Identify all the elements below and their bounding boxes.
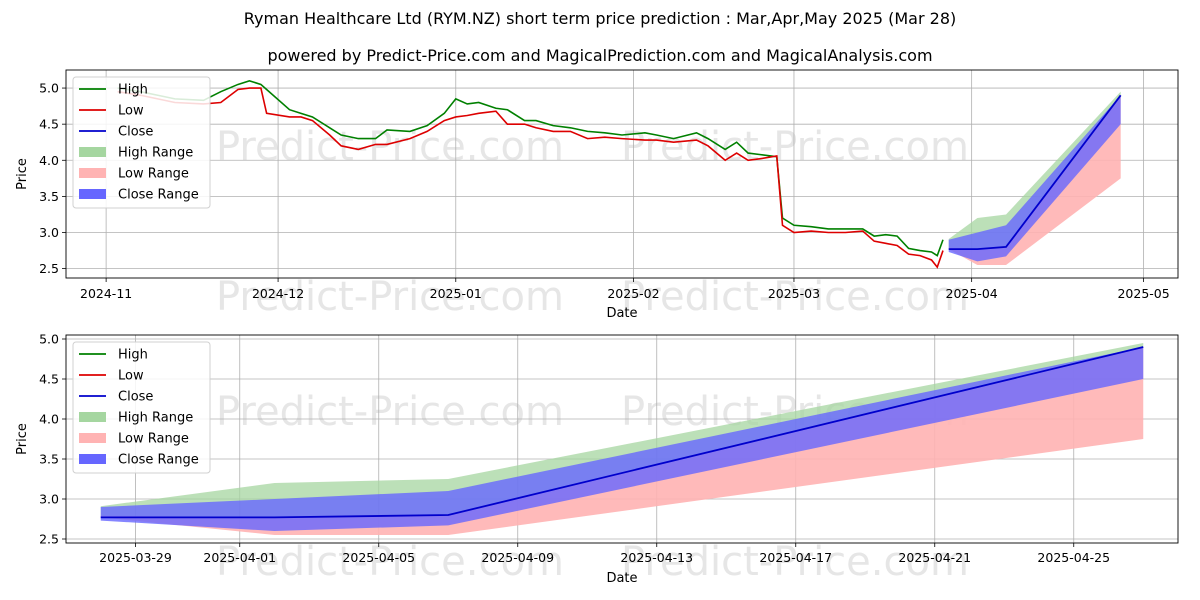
y-tick-label: 4.0 bbox=[39, 412, 59, 427]
legend-close-range-label: Close Range bbox=[118, 453, 199, 468]
y-tick-label: 2.5 bbox=[39, 532, 59, 547]
y-tick-label: 3.5 bbox=[39, 189, 59, 204]
close-range-band bbox=[948, 95, 1121, 262]
y-tick-label: 3.0 bbox=[39, 225, 59, 240]
legend-close-range-swatch bbox=[79, 454, 106, 464]
close-range-band bbox=[100, 347, 1144, 531]
y-axis-label: Price bbox=[15, 423, 30, 455]
low-range-band bbox=[948, 95, 1121, 266]
legend-close-range-swatch bbox=[79, 189, 106, 199]
legend-box bbox=[72, 341, 211, 474]
y-tick-label: 4.5 bbox=[39, 372, 59, 387]
legend: High Low Close High Range Low Range Close Ran… bbox=[72, 76, 211, 209]
watermark: Predict-Price.com bbox=[216, 539, 564, 585]
legend-low-label: Low bbox=[118, 369, 144, 384]
x-tick-label: 2025-04-25 bbox=[1037, 550, 1110, 565]
watermark: Predict-Price.com bbox=[216, 389, 564, 435]
x-tick-label: 2025-02 bbox=[607, 286, 659, 301]
close-series-line bbox=[100, 346, 1144, 519]
x-tick-label: 2025-04-09 bbox=[481, 550, 554, 565]
y-tick-label: 5.0 bbox=[39, 81, 59, 96]
legend-close-label: Close bbox=[118, 390, 153, 405]
watermark: Predict-Price.com bbox=[621, 274, 969, 320]
y-tick-label: 4.0 bbox=[39, 153, 59, 168]
x-tick-label: 2025-04-17 bbox=[759, 550, 832, 565]
y-tick-label: 2.5 bbox=[39, 261, 59, 276]
x-axis-label: Date bbox=[606, 306, 637, 321]
x-tick-label: 2025-04-13 bbox=[620, 550, 693, 565]
plot-frame bbox=[65, 69, 1179, 279]
x-tick-label: 2024-11 bbox=[80, 286, 132, 301]
legend-high-label: High bbox=[118, 348, 148, 363]
watermark: Predict-Price.com bbox=[216, 274, 564, 320]
x-tick-label: 2025-03 bbox=[768, 286, 820, 301]
legend-low-label: Low bbox=[118, 104, 144, 119]
chart-title: Ryman Healthcare Ltd (RYM.NZ) short term… bbox=[243, 9, 957, 28]
legend: High Low Close High Range Low Range Close Ran… bbox=[72, 341, 211, 474]
high-range-band bbox=[100, 343, 1144, 518]
x-tick-label: 2025-01 bbox=[430, 286, 482, 301]
low-range-band bbox=[100, 347, 1144, 535]
chart-panel-2: Predict-Price.com Predict-Price.com Predic… bbox=[15, 332, 1179, 586]
x-tick-label: 2025-03-29 bbox=[99, 550, 172, 565]
x-tick-label: 2024-12 bbox=[252, 286, 304, 301]
legend-high-range-swatch bbox=[79, 147, 106, 157]
y-axis-label: Price bbox=[15, 158, 30, 190]
x-tick-label: 2025-04-01 bbox=[203, 550, 276, 565]
close-series-line bbox=[948, 94, 1122, 251]
legend-low-range-label: Low Range bbox=[118, 432, 189, 447]
watermark: Predict-Price.com bbox=[216, 124, 564, 170]
x-tick-label: 2025-04-21 bbox=[898, 550, 971, 565]
legend-close-label: Close bbox=[118, 125, 153, 140]
plot-frame bbox=[65, 334, 1179, 544]
y-tick-label: 5.0 bbox=[39, 332, 59, 347]
legend-high-range-label: High Range bbox=[118, 146, 193, 161]
x-tick-label: 2025-04 bbox=[946, 286, 998, 301]
legend-high-range-swatch bbox=[79, 412, 106, 422]
chart-panel-1: Predict-Price.com Predict-Price.com Predic… bbox=[15, 69, 1179, 321]
legend-close-range-label: Close Range bbox=[118, 188, 199, 203]
y-tick-label: 3.5 bbox=[39, 452, 59, 467]
high-range-band bbox=[948, 91, 1121, 250]
watermark: Predict-Price.com bbox=[621, 539, 969, 585]
watermark: Predict-Price.com bbox=[621, 124, 969, 170]
x-tick-label: 2025-05 bbox=[1117, 286, 1169, 301]
x-axis-label: Date bbox=[606, 571, 637, 586]
legend-high-label: High bbox=[118, 83, 148, 98]
legend-low-range-swatch bbox=[79, 168, 106, 178]
x-tick-label: 2025-04-05 bbox=[342, 550, 415, 565]
y-tick-label: 3.0 bbox=[39, 492, 59, 507]
legend-low-range-swatch bbox=[79, 433, 106, 443]
legend-high-range-label: High Range bbox=[118, 411, 193, 426]
high-series-line bbox=[117, 79, 944, 257]
low-series-line bbox=[117, 87, 944, 269]
legend-box bbox=[72, 76, 211, 209]
legend-low-range-label: Low Range bbox=[118, 167, 189, 182]
y-tick-label: 4.5 bbox=[39, 117, 59, 132]
chart-subtitle: powered by Predict-Price.com and Magical… bbox=[267, 46, 933, 65]
